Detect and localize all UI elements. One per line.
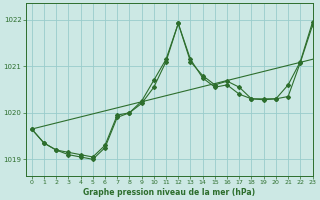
X-axis label: Graphe pression niveau de la mer (hPa): Graphe pression niveau de la mer (hPa): [83, 188, 255, 197]
